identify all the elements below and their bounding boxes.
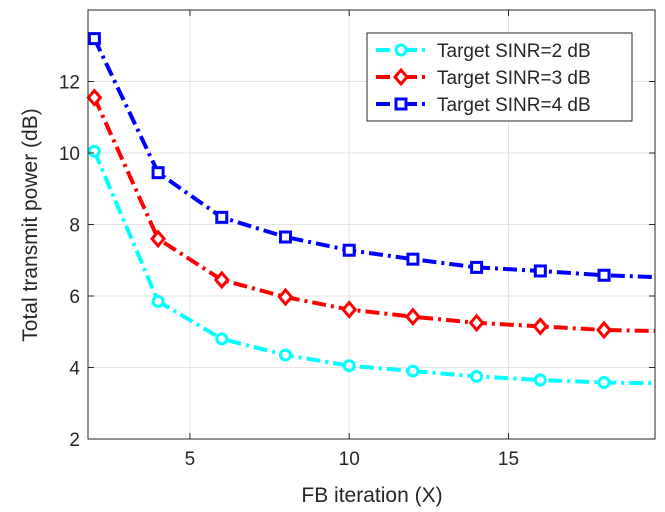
series-line	[92, 150, 656, 386]
series-point	[404, 307, 421, 327]
series-point	[470, 260, 484, 274]
series-1	[87, 144, 656, 390]
legend-label: Target SINR=2 dB	[437, 41, 591, 62]
series-point	[406, 364, 420, 378]
series-lines	[86, 32, 656, 390]
series-point	[151, 294, 165, 308]
x-tick-label: 10	[339, 449, 360, 470]
y-tick-label: 12	[59, 73, 80, 94]
series-point	[215, 210, 229, 224]
series-line	[92, 37, 656, 280]
legend-entry: Target SINR=4 dB	[376, 95, 591, 116]
series-point	[406, 252, 420, 266]
axis-ticks: 5 10 15 2 4 6 8 10 12	[59, 10, 655, 470]
series-point	[87, 144, 101, 158]
series-point	[342, 243, 356, 257]
legend-label: Target SINR=4 dB	[437, 95, 591, 116]
legend-entry: Target SINR=3 dB	[376, 67, 591, 89]
series-point	[470, 369, 484, 383]
series-point	[533, 373, 547, 387]
legend-marker	[394, 43, 408, 57]
legend: Target SINR=2 dB Target SINR=3 dB Target S…	[366, 32, 633, 122]
legend-marker	[393, 67, 409, 87]
series-point	[532, 317, 549, 336]
series-point	[533, 264, 547, 278]
series-point	[87, 32, 101, 46]
legend-label: Target SINR=3 dB	[437, 68, 591, 89]
series-point	[468, 313, 485, 333]
series-point	[150, 229, 167, 249]
series-point	[86, 88, 103, 107]
y-tick-label: 8	[69, 216, 80, 237]
series-point	[277, 287, 294, 307]
legend-entry: Target SINR=2 dB	[376, 41, 591, 62]
x-tick-label: 5	[185, 449, 196, 470]
series-point	[151, 166, 165, 180]
x-tick-label: 15	[498, 449, 519, 470]
y-axis-label: Total transmit power (dB)	[19, 108, 42, 341]
series-3	[87, 32, 656, 282]
y-tick-label: 4	[69, 359, 80, 380]
series-point	[278, 348, 292, 362]
series-point	[215, 332, 229, 346]
series-point	[213, 270, 230, 290]
series-line	[92, 96, 656, 334]
y-tick-label: 6	[69, 287, 80, 308]
series-point	[278, 230, 292, 244]
y-tick-label: 10	[59, 144, 80, 165]
y-tick-label: 2	[69, 430, 80, 451]
x-axis-label: FB iteration (X)	[301, 484, 442, 507]
series-point	[596, 320, 613, 340]
series-2	[86, 88, 656, 340]
series-point	[597, 268, 611, 282]
series-point	[341, 300, 358, 319]
legend-marker	[394, 97, 408, 111]
series-point	[597, 376, 611, 390]
series-point	[342, 359, 356, 373]
